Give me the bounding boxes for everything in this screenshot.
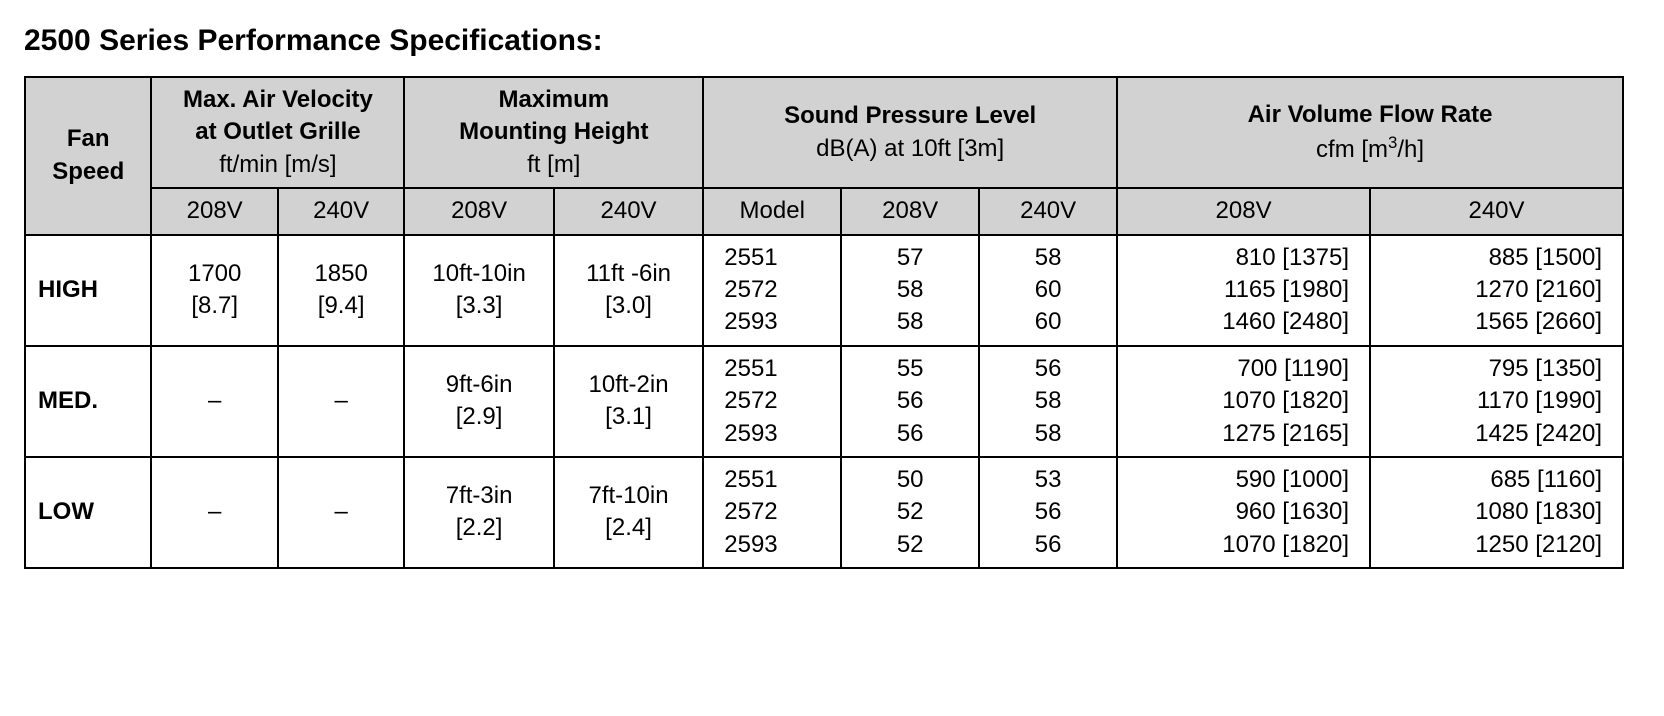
col-airflow: Air Volume Flow Ratecfm [m3/h]	[1117, 77, 1623, 188]
cell-flow-208: 700 [1190]1070 [1820]1275 [2165]	[1117, 346, 1370, 457]
cell-velocity-240: 1850[9.4]	[278, 235, 404, 346]
cell-sound-240: 535656	[979, 457, 1117, 568]
subcol-vel-240: 240V	[278, 188, 404, 234]
subcol-model: Model	[703, 188, 841, 234]
cell-flow-240: 685 [1160]1080 [1830]1250 [2120]	[1370, 457, 1623, 568]
cell-model: 255125722593	[703, 457, 841, 568]
col-mounting: MaximumMounting Heightft [m]	[404, 77, 703, 188]
subcol-sound-240: 240V	[979, 188, 1117, 234]
table-row: HIGH1700[8.7]1850[9.4]10ft-10in[3.3]11ft…	[25, 235, 1623, 346]
subcol-mount-208: 208V	[404, 188, 553, 234]
subcol-vel-208: 208V	[151, 188, 277, 234]
subcol-flow-240: 240V	[1370, 188, 1623, 234]
col-sound: Sound Pressure LeveldB(A) at 10ft [3m]	[703, 77, 1117, 188]
cell-sound-240: 586060	[979, 235, 1117, 346]
spec-table: FanSpeed Max. Air Velocityat Outlet Gril…	[24, 76, 1624, 569]
table-body: HIGH1700[8.7]1850[9.4]10ft-10in[3.3]11ft…	[25, 235, 1623, 569]
table-row: MED.––9ft-6in[2.9]10ft-2in[3.1]255125722…	[25, 346, 1623, 457]
table-header: FanSpeed Max. Air Velocityat Outlet Gril…	[25, 77, 1623, 235]
cell-mounting-240: 10ft-2in[3.1]	[554, 346, 703, 457]
cell-sound-240: 565858	[979, 346, 1117, 457]
cell-fan-speed: LOW	[25, 457, 151, 568]
col-fan-speed: FanSpeed	[25, 77, 151, 235]
cell-fan-speed: HIGH	[25, 235, 151, 346]
cell-flow-240: 885 [1500]1270 [2160]1565 [2660]	[1370, 235, 1623, 346]
col-velocity: Max. Air Velocityat Outlet Grilleft/min …	[151, 77, 404, 188]
cell-mounting-240: 11ft -6in[3.0]	[554, 235, 703, 346]
cell-model: 255125722593	[703, 235, 841, 346]
cell-velocity-208: –	[151, 346, 277, 457]
cell-velocity-208: –	[151, 457, 277, 568]
page-title: 2500 Series Performance Specifications:	[24, 24, 1640, 58]
subcol-sound-208: 208V	[841, 188, 979, 234]
cell-velocity-208: 1700[8.7]	[151, 235, 277, 346]
table-row: LOW––7ft-3in[2.2]7ft-10in[2.4]2551257225…	[25, 457, 1623, 568]
cell-velocity-240: –	[278, 457, 404, 568]
cell-mounting-208: 9ft-6in[2.9]	[404, 346, 553, 457]
cell-mounting-208: 7ft-3in[2.2]	[404, 457, 553, 568]
cell-sound-208: 505252	[841, 457, 979, 568]
cell-sound-208: 575858	[841, 235, 979, 346]
cell-flow-208: 590 [1000]960 [1630]1070 [1820]	[1117, 457, 1370, 568]
cell-mounting-208: 10ft-10in[3.3]	[404, 235, 553, 346]
cell-model: 255125722593	[703, 346, 841, 457]
cell-mounting-240: 7ft-10in[2.4]	[554, 457, 703, 568]
cell-velocity-240: –	[278, 346, 404, 457]
subcol-flow-208: 208V	[1117, 188, 1370, 234]
cell-flow-240: 795 [1350]1170 [1990]1425 [2420]	[1370, 346, 1623, 457]
subcol-mount-240: 240V	[554, 188, 703, 234]
cell-sound-208: 555656	[841, 346, 979, 457]
cell-flow-208: 810 [1375]1165 [1980]1460 [2480]	[1117, 235, 1370, 346]
cell-fan-speed: MED.	[25, 346, 151, 457]
